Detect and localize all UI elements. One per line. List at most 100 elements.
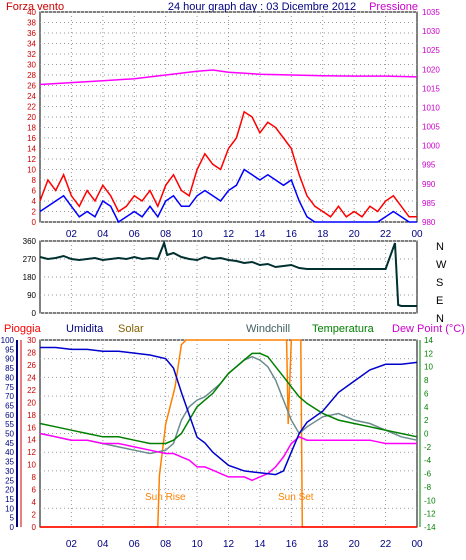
rain-legend-label: Pioggia (4, 323, 42, 335)
pressure-y-tick-label: 990 (422, 180, 436, 189)
humidity-y-tick-label: 30 (27, 336, 36, 345)
humidity-y-tick-label: 18 (27, 411, 36, 420)
temp-y-tick-label: 14 (424, 336, 433, 345)
pressure-y-tick-label: 1025 (422, 46, 440, 55)
rain-y-tick-label: 55 (5, 420, 14, 429)
solar-line (40, 339, 417, 528)
temp-y-tick-label: -4 (424, 456, 432, 465)
temp-y-tick-label: -14 (424, 523, 436, 532)
x-tick-label: 14 (254, 539, 266, 550)
wind-y-tick-label: 32 (27, 50, 36, 59)
x-tick-label: 22 (380, 539, 392, 550)
pressure-y-tick-label: 985 (422, 199, 436, 208)
temp-y-tick-label: -2 (424, 443, 432, 452)
x-tick-label: 20 (349, 229, 361, 240)
rain-y-tick-label: 70 (5, 392, 14, 401)
humidity-y-tick-label: 12 (27, 448, 36, 457)
temp-y-tick-label: 0 (424, 430, 429, 439)
temp-y-tick-label: 2 (424, 416, 429, 425)
rain-y-tick-label: 80 (5, 373, 14, 382)
x-tick-label: 04 (97, 229, 109, 240)
rain-y-tick-label: 75 (5, 383, 14, 392)
pressure-y-tick-label: 1030 (422, 27, 440, 36)
rain-y-tick-label: 50 (5, 430, 14, 439)
temperature-legend-label: Temperatura (312, 323, 375, 335)
chart-title: 24 hour graph day : 03 Dicembre 2012 (168, 1, 356, 13)
pressure-y-tick-label: 1015 (422, 84, 440, 93)
compass-label: S (436, 277, 443, 289)
humidity-y-tick-label: 22 (27, 386, 36, 395)
wind-y-tick-label: 2 (32, 208, 37, 217)
windchill-line (39, 355, 418, 455)
rain-y-tick-label: 95 (5, 345, 14, 354)
humidity-y-tick-label: 0 (32, 523, 37, 532)
wind-y-tick-label: 12 (27, 155, 36, 164)
rain-y-tick-label: 30 (5, 467, 14, 476)
wind-y-tick-label: 24 (27, 92, 36, 101)
x-tick-label: 14 (254, 229, 266, 240)
humidity-y-tick-label: 20 (27, 398, 36, 407)
direction-y-tick-label: 360 (23, 237, 37, 246)
humidity-y-tick-label: 24 (27, 373, 36, 382)
direction-y-tick-label: 180 (23, 273, 37, 282)
sunset-label: Sun Set (278, 492, 314, 503)
x-tick-label: 08 (160, 539, 172, 550)
x-tick-label: 16 (286, 229, 298, 240)
temp-y-tick-label: 10 (424, 363, 433, 372)
wind-y-tick-label: 4 (32, 197, 37, 206)
wind-direction-line (39, 239, 417, 307)
humidity-y-tick-label: 2 (32, 511, 37, 520)
rain-y-tick-label: 90 (5, 355, 14, 364)
temp-y-tick-label: 6 (424, 389, 429, 398)
temp-y-tick-label: 4 (424, 403, 429, 412)
wind-y-tick-label: 40 (27, 8, 36, 17)
x-tick-label: 12 (223, 229, 235, 240)
wind-y-tick-label: 36 (27, 29, 36, 38)
x-tick-label: 10 (192, 539, 204, 550)
humidity-y-tick-label: 16 (27, 423, 36, 432)
pressure-axis-title: Pressione (369, 1, 418, 13)
temp-y-tick-label: 8 (424, 376, 429, 385)
rain-y-tick-label: 20 (5, 486, 14, 495)
direction-y-tick-label: 0 (32, 309, 37, 318)
temp-y-tick-label: -10 (424, 496, 436, 505)
x-tick-label: 16 (286, 539, 298, 550)
wind-y-tick-label: 0 (32, 218, 37, 227)
rain-y-tick-label: 45 (5, 439, 14, 448)
wind-average-line (39, 168, 417, 224)
wind-y-tick-label: 18 (27, 124, 36, 133)
wind-y-tick-label: 10 (27, 166, 36, 175)
rain-y-tick-label: 100 (1, 336, 15, 345)
pressure-line (39, 69, 418, 86)
temp-y-tick-label: -12 (424, 510, 436, 519)
dewpoint-legend-label: Dew Point (°C) (392, 323, 465, 335)
wind-y-tick-label: 26 (27, 82, 36, 91)
wind-speed-line (39, 110, 417, 218)
x-tick-label: 10 (192, 229, 204, 240)
x-tick-label: 08 (160, 229, 172, 240)
humidity-y-tick-label: 6 (32, 486, 37, 495)
x-tick-label: 18 (317, 229, 329, 240)
rain-y-tick-label: 25 (5, 476, 14, 485)
wind-y-tick-label: 34 (27, 40, 36, 49)
wind-y-tick-label: 8 (32, 176, 37, 185)
x-tick-label: 02 (66, 229, 78, 240)
compass-label: W (436, 259, 447, 271)
compass-label: N (436, 241, 444, 253)
temp-y-tick-label: -6 (424, 470, 432, 479)
wind-y-tick-label: 16 (27, 134, 36, 143)
x-tick-label: 02 (66, 539, 78, 550)
rain-y-tick-label: 15 (5, 495, 14, 504)
humidity-y-tick-label: 4 (32, 498, 37, 507)
wind-y-tick-label: 28 (27, 71, 36, 80)
wind-axis-title: Forza vento (6, 1, 64, 13)
x-tick-label: 22 (380, 229, 392, 240)
windchill-legend-label: Windchill (246, 323, 290, 335)
direction-y-tick-label: 90 (27, 291, 36, 300)
rain-y-tick-label: 40 (5, 448, 14, 457)
pressure-y-tick-label: 1005 (422, 123, 440, 132)
x-tick-label: 20 (349, 539, 361, 550)
rain-y-tick-label: 60 (5, 411, 14, 420)
x-tick-label: 00 (411, 229, 423, 240)
